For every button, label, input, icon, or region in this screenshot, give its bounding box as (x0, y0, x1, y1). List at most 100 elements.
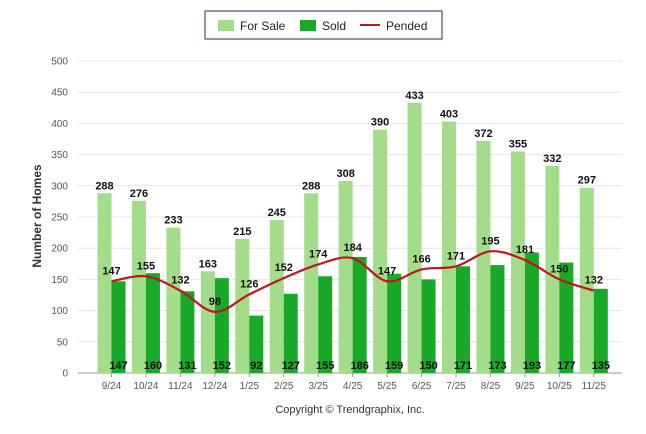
sold-bar (145, 273, 160, 373)
y-tick-label: 350 (51, 150, 68, 161)
sold-bar (214, 278, 229, 373)
pended-value-label: 155 (137, 260, 155, 272)
sold-value-label: 147 (109, 360, 127, 372)
x-tick-label: 7/25 (446, 381, 466, 392)
sold-value-label: 92 (250, 360, 262, 372)
y-tick-label: 100 (51, 306, 68, 317)
sold-value-label: 135 (592, 360, 610, 372)
x-tick-label: 3/25 (308, 381, 328, 392)
for-sale-value-label: 288 (95, 180, 113, 192)
sold-value-label: 193 (523, 360, 541, 372)
for-sale-bar (579, 187, 594, 373)
sold-bar (111, 281, 126, 373)
x-axis-ticks: 9/24 10/24 11/24 12/24 1/25 2/25 3/25 4/25 5/25 6… (102, 373, 607, 392)
sold-value-label: 160 (144, 360, 162, 372)
sold-bar (524, 252, 539, 373)
sold-bar (421, 279, 436, 373)
sold-value-label: 150 (419, 360, 437, 372)
for-sale-value-label: 390 (371, 117, 389, 129)
for-sale-value-label: 355 (509, 138, 527, 150)
legend: For Sale Sold Pended (204, 10, 443, 40)
y-tick-label: 0 (62, 369, 68, 380)
x-tick-label: 11/25 (582, 381, 607, 392)
pended-line (111, 250, 595, 313)
sold-bar (283, 293, 298, 373)
sold-value-label: 127 (282, 360, 300, 372)
x-tick-label: 11/24 (168, 381, 193, 392)
for-sale-bar (510, 151, 525, 373)
for-sale-bar (407, 102, 422, 374)
x-tick-label: 2/25 (274, 381, 294, 392)
pended-value-label: 195 (481, 235, 499, 247)
sold-bar (490, 265, 505, 373)
for-sale-value-label: 308 (336, 168, 354, 180)
x-tick-label: 9/25 (515, 381, 535, 392)
for-sale-bar (338, 180, 353, 373)
pended-value-label: 132 (585, 275, 603, 287)
for-sale-bar (476, 140, 491, 373)
sold-bar (593, 288, 608, 373)
x-tick-label: 10/24 (133, 381, 158, 392)
x-tick-label: 9/24 (102, 381, 122, 392)
sold-bar (559, 262, 574, 373)
for-sale-bar (545, 165, 560, 373)
sold-value-label: 155 (316, 360, 334, 372)
legend-pended-label: Pended (386, 19, 427, 33)
sold-bar (180, 291, 195, 373)
pended-value-label: 174 (309, 248, 328, 260)
for-sale-value-label: 372 (474, 128, 492, 140)
sold-value-label: 186 (350, 360, 368, 372)
for-sale-bar (442, 121, 456, 373)
legend-for-sale-label: For Sale (240, 19, 286, 33)
for-sale-value-label: 332 (543, 153, 561, 165)
y-tick-label: 400 (51, 119, 68, 130)
sold-bar (352, 256, 367, 373)
y-axis-ticks: 0 50 100 150 200 250 300 350 400 450 500 (51, 57, 68, 380)
sold-value-label: 171 (454, 360, 472, 372)
pended-value-label: 181 (516, 244, 534, 256)
sold-value-label: 159 (385, 360, 403, 372)
y-axis-label: Number of Homes (30, 164, 44, 268)
y-tick-label: 50 (57, 337, 69, 348)
sold-bar (456, 266, 470, 373)
for-sale-value-label: 215 (233, 226, 251, 238)
x-tick-label: 4/25 (343, 381, 363, 392)
for-sale-bar (97, 193, 112, 373)
x-tick-label: 1/25 (240, 381, 260, 392)
for-sale-bar (131, 200, 146, 373)
x-tick-label: 12/24 (202, 381, 227, 392)
for-sale-bar (235, 238, 250, 373)
pended-value-label: 152 (275, 262, 293, 274)
for-sale-value-label: 297 (578, 175, 596, 187)
data-labels: 288 147 276 160 233 131 163 152 215 92 245 127 288 15… (95, 90, 610, 372)
y-tick-label: 150 (51, 275, 68, 286)
x-tick-label: 8/25 (481, 381, 501, 392)
sold-value-label: 131 (178, 360, 196, 372)
pended-value-label: 147 (378, 265, 396, 277)
pended-value-label: 166 (412, 253, 430, 265)
for-sale-value-label: 245 (268, 207, 286, 219)
sold-bar (249, 315, 264, 373)
legend-sold-swatch (300, 20, 316, 31)
y-tick-label: 450 (51, 88, 68, 99)
pended-value-label: 150 (550, 263, 568, 275)
y-tick-label: 250 (51, 213, 68, 224)
sold-bar (387, 273, 402, 373)
copyright: Copyright © Trendgraphix, Inc. (275, 404, 424, 416)
bars (97, 102, 608, 374)
y-tick-label: 500 (51, 57, 68, 68)
sold-bar (318, 276, 333, 373)
pended-value-label: 132 (171, 275, 189, 287)
pended-value-label: 147 (102, 265, 120, 277)
x-tick-label: 6/25 (412, 381, 432, 392)
sold-value-label: 177 (557, 360, 575, 372)
y-tick-label: 300 (51, 181, 68, 192)
for-sale-value-label: 163 (199, 258, 217, 270)
pended-value-label: 184 (343, 242, 362, 254)
sold-value-label: 152 (213, 360, 231, 372)
x-tick-label: 10/25 (547, 381, 572, 392)
for-sale-value-label: 233 (164, 215, 182, 227)
legend-for-sale-swatch (218, 20, 234, 31)
for-sale-bar (200, 271, 215, 373)
